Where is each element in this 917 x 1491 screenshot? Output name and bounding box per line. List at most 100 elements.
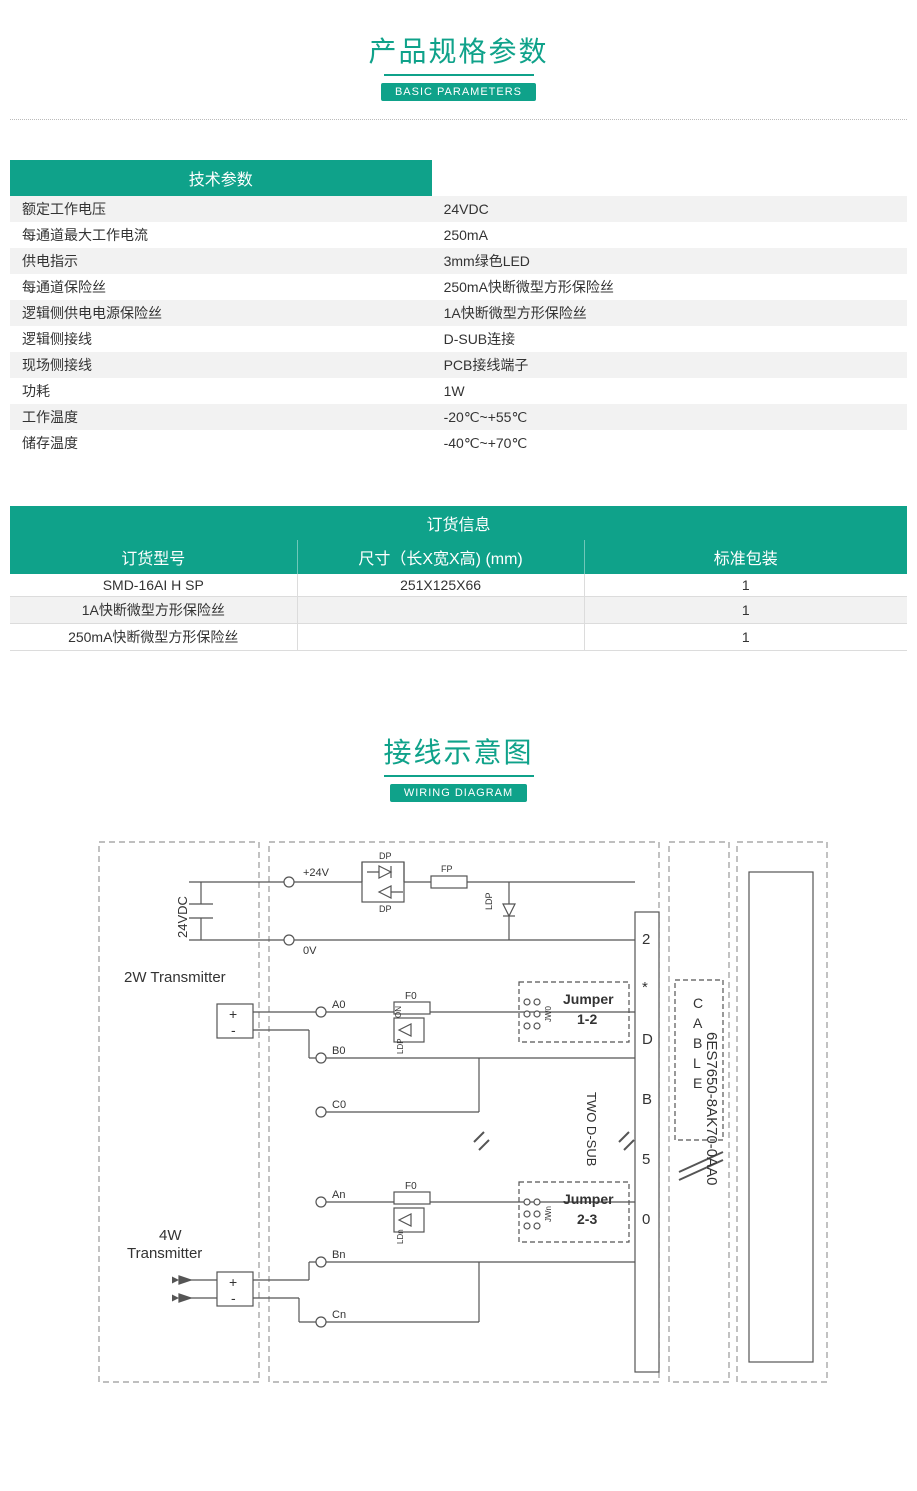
order-cell: 251X125X66 <box>297 574 584 597</box>
spec-row: 工作温度-20℃~+55℃ <box>10 404 907 430</box>
label-jw0: JW0 <box>544 1005 553 1022</box>
label-4w: 4W <box>159 1227 182 1244</box>
spec-table-header: 技术参数 <box>10 160 432 196</box>
label-bn: Bn <box>332 1249 345 1261</box>
spec-label: 储存温度 <box>10 430 432 456</box>
spec-row: 额定工作电压24VDC <box>10 196 907 222</box>
label-cc: C <box>693 995 703 1011</box>
spec-row: 每通道保险丝250mA快断微型方形保险丝 <box>10 274 907 300</box>
spec-label: 供电指示 <box>10 248 432 274</box>
wiring-diagram: 24VDC +24V 0V 2W Transmitter 4W Transmit… <box>10 832 907 1392</box>
label-dp2: DP <box>379 904 392 914</box>
order-row: SMD-16AI H SP251X125X661 <box>10 574 907 597</box>
divider <box>10 119 907 120</box>
label-0: 0 <box>642 1211 650 1228</box>
label-b0: B0 <box>332 1045 345 1057</box>
order-cell: 1 <box>584 574 907 597</box>
order-cell: 1A快断微型方形保险丝 <box>10 597 297 624</box>
spec-value: 1W <box>432 378 907 404</box>
label-an: An <box>332 1189 345 1201</box>
order-col-header: 标准包装 <box>584 540 907 574</box>
spec-value: PCB接线端子 <box>432 352 907 378</box>
order-cell: 250mA快断微型方形保险丝 <box>10 624 297 651</box>
label-5: 5 <box>642 1151 650 1168</box>
order-col-header: 订货型号 <box>10 540 297 574</box>
spec-label: 额定工作电压 <box>10 196 432 222</box>
order-row: 1A快断微型方形保险丝 1 <box>10 597 907 624</box>
label-j23a: Jumper <box>563 1191 614 1207</box>
label-2: 2 <box>642 931 650 948</box>
label-f0-2: F0 <box>405 1181 417 1192</box>
label-module: 6ES7650-8AK70-0AA0 <box>703 1032 720 1185</box>
label-fp: FP <box>441 864 453 874</box>
diagram-section-title: 接线示意图 WIRING DIAGRAM <box>10 731 907 802</box>
spec-row: 供电指示3mm绿色LED <box>10 248 907 274</box>
label-dsub: TWO D-SUB <box>584 1092 599 1166</box>
spec-row: 每通道最大工作电流250mA <box>10 222 907 248</box>
label-p24v: +24V <box>303 867 330 879</box>
label-dp: DP <box>379 851 392 861</box>
label-f0: F0 <box>405 991 417 1002</box>
label-0v: 0V <box>303 945 317 957</box>
spec-value: 1A快断微型方形保险丝 <box>432 300 907 326</box>
spec-value: -40℃~+70℃ <box>432 430 907 456</box>
spec-value: 250mA <box>432 222 907 248</box>
label-on: ON <box>394 1006 403 1018</box>
spec-table: 技术参数 额定工作电压24VDC每通道最大工作电流250mA供电指示3mm绿色L… <box>10 160 907 456</box>
label-c0: C0 <box>332 1099 346 1111</box>
spec-section-title: 产品规格参数 BASIC PARAMETERS <box>10 30 907 101</box>
label-plus: + <box>229 1006 237 1022</box>
order-cell: 1 <box>584 624 907 651</box>
label-j23b: 2-3 <box>577 1211 597 1227</box>
title-underline <box>384 775 534 777</box>
label-ca: A <box>693 1015 703 1031</box>
spec-label: 逻辑侧接线 <box>10 326 432 352</box>
spec-row: 储存温度-40℃~+70℃ <box>10 430 907 456</box>
order-cell <box>297 624 584 651</box>
spec-value: D-SUB连接 <box>432 326 907 352</box>
title-underline <box>384 74 534 76</box>
label-ldp2: LDP <box>396 1038 405 1054</box>
label-minus2: - <box>231 1290 236 1306</box>
order-table-header: 订货信息 <box>10 506 907 540</box>
label-b: B <box>642 1091 652 1108</box>
spec-label: 工作温度 <box>10 404 432 430</box>
spec-label: 每通道保险丝 <box>10 274 432 300</box>
spec-label: 功耗 <box>10 378 432 404</box>
spec-value: 250mA快断微型方形保险丝 <box>432 274 907 300</box>
order-table: 订货信息 订货型号尺寸（长X宽X高) (mm)标准包装 SMD-16AI H S… <box>10 506 907 651</box>
order-row: 250mA快断微型方形保险丝 1 <box>10 624 907 651</box>
spec-row: 现场侧接线PCB接线端子 <box>10 352 907 378</box>
label-minus: - <box>231 1022 236 1038</box>
label-cl: L <box>693 1055 701 1071</box>
spec-row: 逻辑侧供电电源保险丝1A快断微型方形保险丝 <box>10 300 907 326</box>
spec-row: 逻辑侧接线D-SUB连接 <box>10 326 907 352</box>
diagram-title: 接线示意图 <box>10 731 907 771</box>
label-24vdc: 24VDC <box>175 896 190 938</box>
order-cell <box>297 597 584 624</box>
order-cell: SMD-16AI H SP <box>10 574 297 597</box>
label-ldp: LDP <box>484 892 494 910</box>
label-star: * <box>642 979 648 996</box>
label-cn: Cn <box>332 1309 346 1321</box>
label-a0: A0 <box>332 999 345 1011</box>
label-4w2: Transmitter <box>127 1245 202 1262</box>
spec-title: 产品规格参数 <box>10 30 907 70</box>
diagram-badge: WIRING DIAGRAM <box>390 784 527 802</box>
spec-label: 每通道最大工作电流 <box>10 222 432 248</box>
spec-value: -20℃~+55℃ <box>432 404 907 430</box>
order-col-header: 尺寸（长X宽X高) (mm) <box>297 540 584 574</box>
label-j12a: Jumper <box>563 991 614 1007</box>
spec-value: 24VDC <box>432 196 907 222</box>
label-cb: B <box>693 1035 702 1051</box>
label-2w: 2W Transmitter <box>124 969 226 986</box>
label-plus2: + <box>229 1274 237 1290</box>
label-jwn: JWn <box>544 1206 553 1222</box>
spec-label: 逻辑侧供电电源保险丝 <box>10 300 432 326</box>
label-j12b: 1-2 <box>577 1011 597 1027</box>
spec-value: 3mm绿色LED <box>432 248 907 274</box>
label-d: D <box>642 1031 653 1048</box>
spec-row: 功耗1W <box>10 378 907 404</box>
order-cell: 1 <box>584 597 907 624</box>
label-ldn: LDn <box>396 1229 405 1244</box>
